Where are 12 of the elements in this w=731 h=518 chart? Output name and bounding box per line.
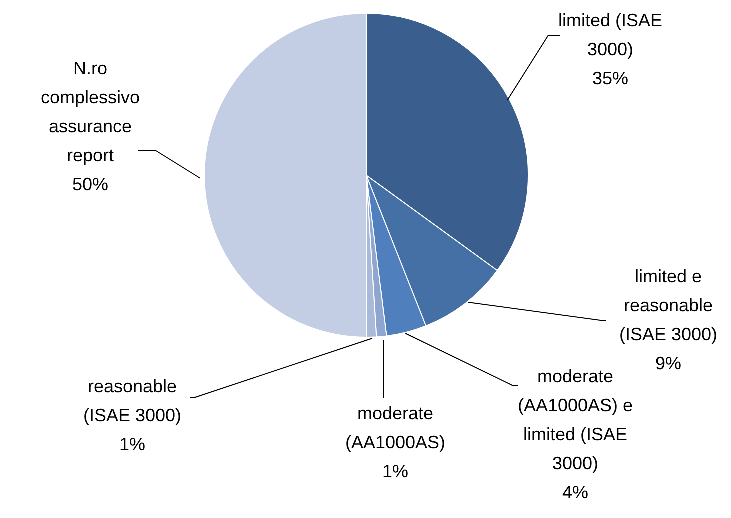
slice-label: limited (ISAE 3000) [558,10,663,60]
data-label: 50% [72,174,109,194]
slice-label: N.ro complessivo assurance report [40,58,140,166]
data-label: 9% [655,354,682,374]
slice-label: reasonable (ISAE 3000) [83,376,182,426]
slice-label: moderate (AA1000AS) [345,404,446,452]
slice-label: limited e reasonable (ISAE 3000) [619,266,718,344]
data-label: 35% [592,68,629,88]
slice-label: moderate (AA1000AS) e limited (ISAE 3000) [518,366,634,474]
data-label: 1% [382,462,409,482]
data-label: 4% [562,482,589,502]
data-label: 1% [119,434,146,454]
